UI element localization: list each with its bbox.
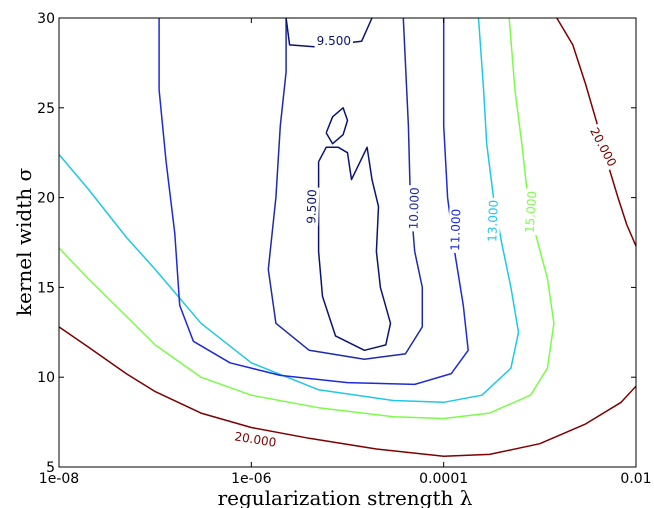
contour-label-bg xyxy=(314,33,353,48)
x-tick-label: 1e-08 xyxy=(39,471,79,487)
contour-line-10-0 xyxy=(267,17,424,360)
contour-label-10-0: 10.000 xyxy=(406,187,421,229)
y-tick-label: 15 xyxy=(37,280,55,296)
contour-label-bg xyxy=(586,123,621,171)
x-tick-label: 0.0001 xyxy=(419,471,468,487)
contour-line-13-0 xyxy=(58,17,520,404)
contour-label-20-0: 20.000 xyxy=(234,429,278,449)
y-tick-label: 20 xyxy=(37,191,55,207)
contour-label-11-0: 11.000 xyxy=(448,209,463,251)
contour-label-bg xyxy=(447,206,464,254)
contour-label-bg xyxy=(522,188,540,236)
contour-label-bg xyxy=(304,187,320,226)
contour-label-bg xyxy=(485,197,501,245)
y-axis-label: kernel width σ xyxy=(12,168,36,317)
contour-labels: 20.000 20.000 15.000 13.000 11.000 10.000 9.50… xyxy=(231,33,621,451)
contour-line-20-0 xyxy=(58,326,637,457)
contour-label-20-1: 20.000 xyxy=(587,125,619,169)
contour-label-bg xyxy=(231,429,280,451)
x-axis-label: regularization strength λ xyxy=(218,486,473,508)
contour-lines xyxy=(58,17,637,457)
contour-label-bg xyxy=(406,185,422,232)
y-tick-label: 10 xyxy=(37,370,55,386)
contour-label-13-0: 13.000 xyxy=(485,200,500,242)
contour-label-9-5-0: 9.500 xyxy=(317,34,351,48)
contour-label-15-0: 15.000 xyxy=(523,191,540,234)
y-tick-label: 25 xyxy=(37,101,55,117)
contour-label-9-5-1: 9.500 xyxy=(304,189,319,224)
y-tick-label: 5 xyxy=(46,460,55,476)
x-tick-label: 1e-06 xyxy=(231,471,271,487)
axis-ticks: 1e-08 1e-06 0.0001 0.01 5 10 15 20 25 30 xyxy=(37,11,651,487)
y-tick-label: 30 xyxy=(37,11,55,27)
plot-frame xyxy=(58,17,637,468)
contour-line-9-5-1 xyxy=(317,146,392,352)
x-tick-label: 0.01 xyxy=(620,471,651,487)
contour-line-9-5-0 xyxy=(285,17,373,48)
contour-line-9-5-2 xyxy=(325,107,349,145)
